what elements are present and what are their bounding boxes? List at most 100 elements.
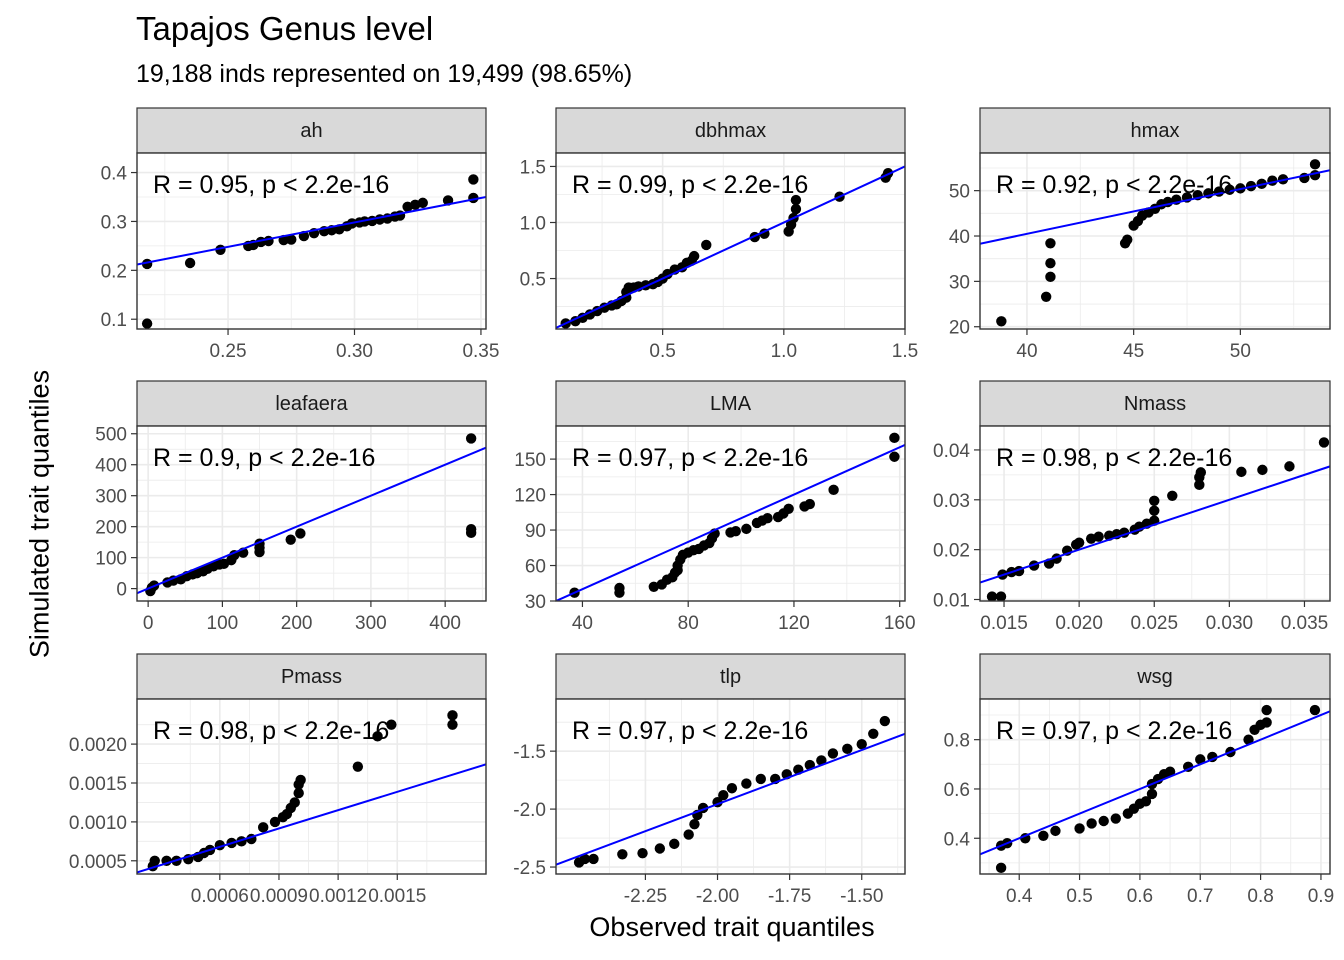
y-tick-label: 0.0010: [69, 813, 127, 834]
correlation-annotation: R = 0.97, p < 2.2e-16: [996, 717, 1232, 745]
x-tick-label: 300: [355, 613, 387, 634]
facet-panel-tlp: tlp R = 0.97, p < 2.2e-16 -2.25 -2.00 -1.75 -…: [513, 653, 906, 907]
data-point: [1140, 796, 1152, 807]
y-tick-label: -2.0: [513, 800, 546, 821]
data-point: [842, 743, 853, 755]
x-tick-label: -2.25: [624, 886, 667, 907]
correlation-annotation: R = 0.97, p < 2.2e-16: [572, 717, 808, 745]
x-tick-label: -1.50: [840, 886, 883, 907]
data-point: [293, 787, 304, 799]
data-point: [286, 234, 297, 245]
x-tick-label: 0.35: [462, 341, 499, 362]
correlation-annotation: R = 0.97, p < 2.2e-16: [572, 444, 808, 472]
data-point: [1257, 464, 1268, 476]
data-point: [1309, 170, 1321, 181]
data-point: [579, 853, 591, 865]
y-tick-label: 0.6: [944, 780, 970, 801]
data-layer: [980, 159, 1330, 327]
data-point: [1261, 704, 1272, 716]
data-point: [683, 829, 694, 840]
y-tick-label: 100: [95, 549, 127, 570]
facet-panel-hmax: hmax R = 0.92, p < 2.2e-16 40 45 50 20 30 40 50: [949, 107, 1331, 362]
data-point: [827, 748, 839, 759]
regression-line: [556, 732, 905, 866]
data-point: [1038, 830, 1049, 841]
regression-line: [980, 169, 1330, 245]
data-point: [879, 715, 891, 727]
facet-strip: [979, 107, 1331, 154]
data-point: [689, 818, 700, 830]
data-point: [995, 862, 1007, 874]
y-tick-label: 120: [514, 486, 546, 507]
y-tick-label: 300: [95, 487, 127, 508]
facet-strip-label: LMA: [710, 393, 752, 415]
data-point: [804, 498, 816, 510]
regression-line: [556, 165, 905, 329]
y-tick-label: -1.5: [513, 742, 546, 763]
x-tick-label: 0.0009: [250, 886, 308, 907]
data-point: [269, 816, 281, 828]
data-point: [701, 239, 712, 251]
panel-background: [556, 153, 905, 329]
x-tick-label: 0.025: [1130, 613, 1178, 634]
data-point: [986, 591, 998, 601]
gridlines: [556, 426, 905, 601]
data-point: [1045, 238, 1056, 249]
data-point: [1261, 717, 1272, 728]
facet-panel-wsg: wsg R = 0.97, p < 2.2e-16 0.4 0.5 0.6 0.7 0.8 0…: [944, 653, 1334, 907]
data-point: [1195, 467, 1207, 478]
data-point: [257, 822, 269, 833]
data-point: [1050, 825, 1061, 837]
data-point: [468, 174, 479, 185]
data-point: [1164, 766, 1176, 777]
data-point: [289, 797, 300, 808]
data-layer: [137, 174, 486, 329]
x-tick-label: 50: [1230, 341, 1251, 362]
y-tick-label: 0.04: [933, 441, 970, 462]
x-tick-label: 0.9: [1308, 886, 1334, 907]
x-tick-label: 0.030: [1206, 613, 1254, 634]
x-tick-label: 40: [1016, 341, 1037, 362]
y-tick-label: 0.8: [944, 731, 970, 752]
y-tick-label: 0.3: [101, 212, 127, 233]
data-point: [1243, 734, 1254, 745]
data-point: [762, 513, 773, 524]
data-point: [995, 591, 1007, 601]
regression-line: [556, 444, 905, 601]
facet-strip-label: dbhmax: [695, 120, 766, 142]
data-point: [688, 250, 700, 262]
data-layer: [137, 710, 486, 874]
panel-border: [979, 152, 1331, 330]
y-tick-label: 0.03: [933, 491, 970, 512]
data-point: [1045, 271, 1056, 283]
y-tick-label: 0.01: [933, 591, 970, 612]
gridlines: [980, 153, 1330, 329]
data-point: [149, 855, 160, 866]
data-point: [295, 528, 306, 539]
x-tick-label: 45: [1123, 341, 1144, 362]
panel-border: [136, 425, 487, 602]
data-point: [588, 853, 599, 865]
x-tick-label: 1.0: [771, 341, 797, 362]
facet-strip: [136, 380, 487, 427]
data-point: [1309, 704, 1321, 716]
data-point: [868, 728, 879, 739]
facet-panel-Nmass: Nmass R = 0.98, p < 2.2e-16 0.015 0.020 0.02…: [933, 380, 1331, 634]
gridlines: [137, 153, 486, 329]
data-point: [184, 257, 196, 269]
data-point: [465, 433, 477, 444]
panel-border: [555, 425, 906, 602]
chart-subtitle: 19,188 inds represented on 19,499 (98.65…: [136, 60, 633, 88]
data-point: [1073, 537, 1085, 548]
data-layer: [556, 432, 905, 601]
y-tick-label: 0.0015: [69, 774, 127, 795]
y-tick-label: 150: [514, 450, 546, 471]
x-tick-label: 0.7: [1187, 886, 1213, 907]
data-point: [730, 526, 741, 537]
y-tick-label: 1.5: [520, 157, 546, 178]
x-tick-label: 0.6: [1127, 886, 1153, 907]
data-point: [1194, 479, 1205, 491]
panel-border: [136, 698, 487, 875]
